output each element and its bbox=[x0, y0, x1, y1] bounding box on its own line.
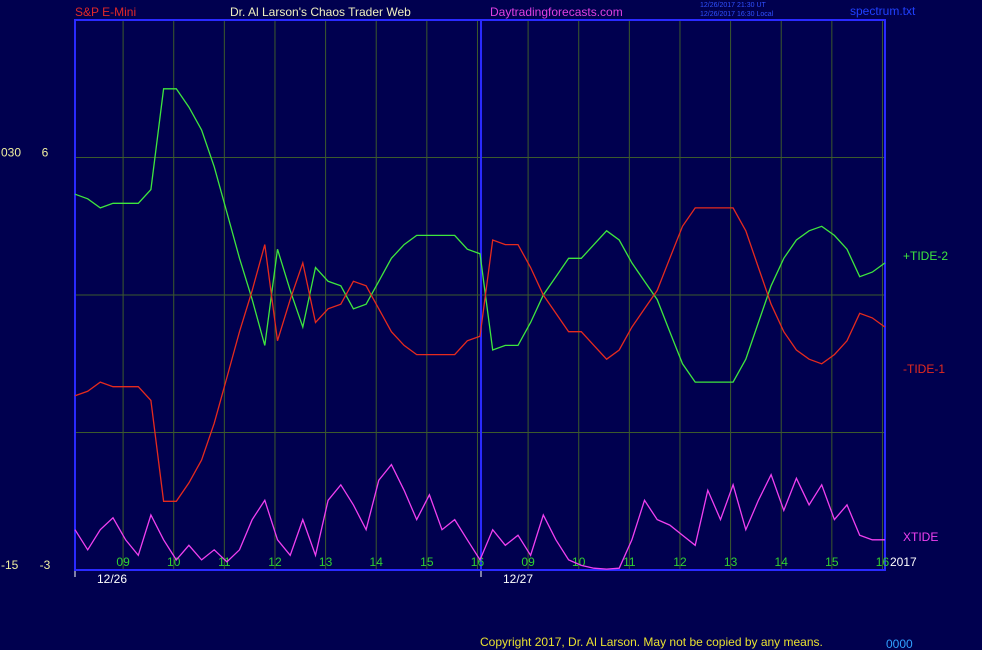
x-tick-label: 14 bbox=[370, 555, 384, 569]
x-tick-label: 14 bbox=[775, 555, 789, 569]
legend-label: XTIDE bbox=[903, 530, 938, 544]
y-tick-label: -3 bbox=[40, 558, 51, 572]
x-tick-label: 09 bbox=[521, 555, 535, 569]
x-tick-label: 13 bbox=[319, 555, 333, 569]
instrument: S&P E-Mini bbox=[75, 5, 136, 19]
x-tick-label: 12 bbox=[268, 555, 282, 569]
date-label: 12/26 bbox=[97, 572, 127, 586]
x-tick-label: 13 bbox=[724, 555, 738, 569]
y-tick-label: 6 bbox=[42, 146, 49, 160]
x-tick-label: 15 bbox=[825, 555, 839, 569]
date-label: 12/27 bbox=[503, 572, 533, 586]
y2-tick-label: -15 bbox=[1, 558, 19, 572]
legend-label: -TIDE-1 bbox=[903, 362, 945, 376]
x-tick-label: 16 bbox=[876, 555, 890, 569]
x-tick-label: 11 bbox=[218, 555, 231, 569]
timestamp: 12/26/2017 21:30 UT bbox=[700, 2, 766, 9]
chart-title: Dr. Al Larson's Chaos Trader Web bbox=[230, 5, 411, 19]
x-tick-label: 12 bbox=[673, 555, 687, 569]
series-line bbox=[74, 88, 886, 383]
x-tick-label: 15 bbox=[420, 555, 434, 569]
file-name: spectrum.txt bbox=[850, 4, 916, 18]
y2-tick-label: 030 bbox=[1, 146, 21, 160]
copyright: Copyright 2017, Dr. Al Larson. May not b… bbox=[480, 635, 823, 649]
plot-frame bbox=[74, 19, 886, 571]
counter: 0000 bbox=[886, 637, 913, 650]
year: 2017 bbox=[890, 555, 917, 569]
website: Daytradingforecasts.com bbox=[490, 5, 623, 19]
legend-label: +TIDE-2 bbox=[903, 249, 948, 263]
series-line bbox=[74, 463, 885, 570]
timestamp: 12/26/2017 16:30 Local bbox=[700, 11, 774, 18]
series-line bbox=[74, 207, 886, 502]
x-tick-label: 09 bbox=[116, 555, 130, 569]
x-tick-label: 11 bbox=[623, 555, 636, 569]
